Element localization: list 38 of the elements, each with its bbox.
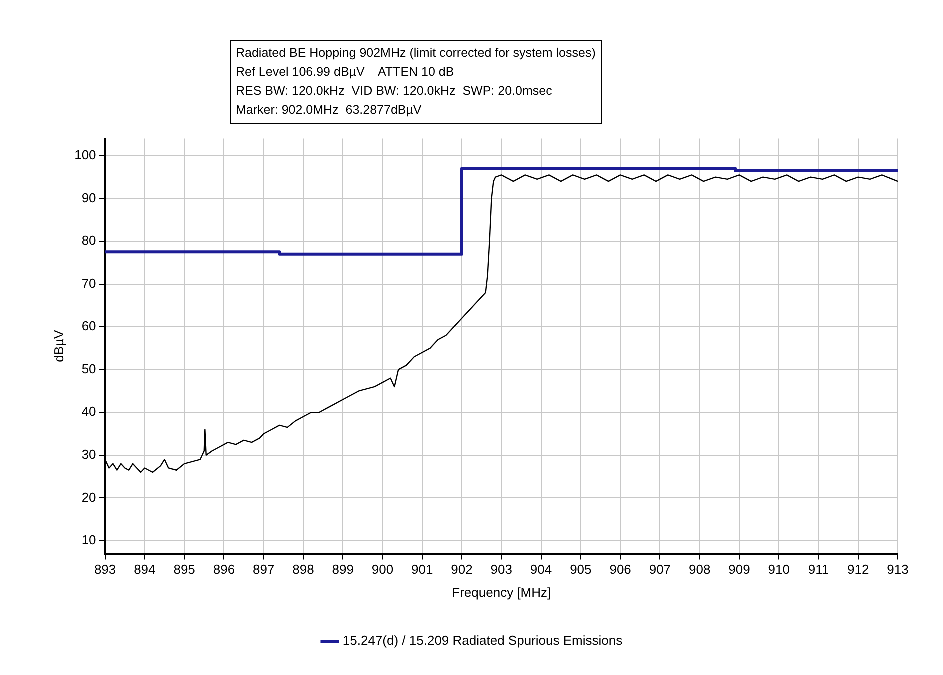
x-tick-label: 902 (451, 562, 473, 578)
x-tick-label: 910 (768, 562, 790, 578)
x-tick-label: 912 (848, 562, 870, 578)
x-tick-label: 898 (292, 562, 314, 578)
x-tick-label: 913 (887, 562, 909, 578)
x-tick-label: 905 (570, 562, 592, 578)
x-tick-label: 909 (728, 562, 750, 578)
text: RES BW: 120.0kHz VID BW: 120.0kHz SWP: 20.0msec (236, 83, 554, 100)
x-tick-label: 899 (332, 562, 354, 578)
x-tick-label: 903 (490, 562, 512, 578)
text: Marker: 902.0MHz 63.2877dBµV (236, 102, 423, 119)
y-tick-label: 30 (82, 446, 96, 462)
y-tick-label: 80 (82, 233, 96, 248)
x-tick-label: 901 (412, 562, 434, 578)
x-tick-label: 907 (649, 562, 672, 578)
x-axis-title: Frequency [MHz] (452, 584, 552, 600)
chart-title: Radiated BE Hopping 902MHz (limit corrected for system losses) (236, 45, 596, 62)
x-tick-label: 893 (94, 562, 116, 578)
x-tick-label: 895 (174, 562, 196, 578)
y-tick-label: 90 (82, 190, 96, 206)
legend-label: 15.247(d) / 15.209 Radiated Spurious Emissions (342, 633, 624, 648)
x-tick-label: 896 (213, 562, 236, 578)
x-tick-label: 911 (808, 562, 830, 578)
y-tick-label: 10 (82, 532, 96, 548)
x-tick-label: 904 (530, 562, 552, 578)
x-tick-label: 897 (252, 562, 275, 578)
y-tick-label: 70 (82, 276, 96, 291)
x-tick-label: 894 (134, 562, 156, 578)
y-tick-label: 100 (74, 147, 96, 162)
y-tick-label: 60 (82, 318, 96, 334)
x-tick-label: 906 (610, 562, 632, 578)
y-axis-title: dBµV (51, 330, 66, 362)
y-tick-label: 20 (82, 490, 96, 505)
y-tick-label: 50 (82, 361, 96, 376)
text: Ref Level 106.99 dBµV ATTEN 10 dB (236, 64, 456, 81)
y-tick-label: 40 (82, 404, 96, 420)
x-tick-label: 900 (372, 562, 394, 578)
x-tick-label: 908 (688, 562, 711, 578)
